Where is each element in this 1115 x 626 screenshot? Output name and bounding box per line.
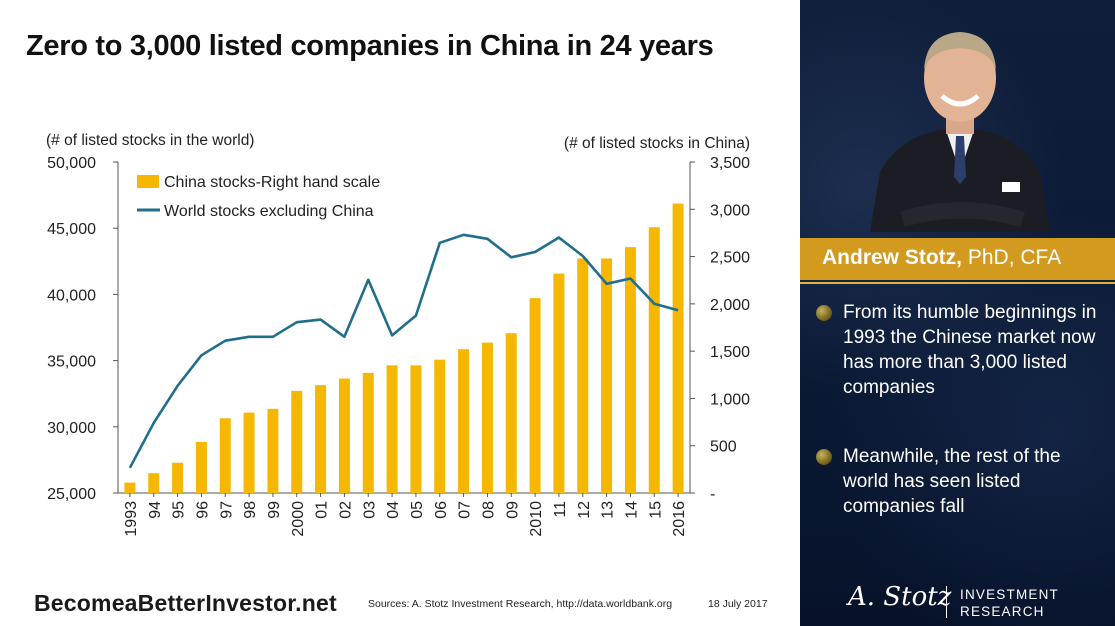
bar bbox=[267, 408, 279, 493]
sources-note: Sources: A. Stotz Investment Research, h… bbox=[368, 598, 673, 610]
right-tick-label: 3,500 bbox=[710, 155, 750, 172]
bullet-dot-icon bbox=[816, 449, 832, 465]
right-tick-label: - bbox=[710, 486, 715, 503]
x-tick-label: 08 bbox=[480, 501, 497, 519]
right-tick-label: 2,500 bbox=[710, 250, 750, 267]
right-axis-label: (# of listed stocks in China) bbox=[564, 135, 750, 152]
x-tick-label: 98 bbox=[242, 501, 259, 519]
x-tick-label: 05 bbox=[409, 501, 426, 519]
x-tick-label: 94 bbox=[147, 501, 164, 519]
logo-divider bbox=[946, 586, 947, 618]
bar bbox=[386, 365, 398, 493]
right-tick-label: 1,500 bbox=[710, 344, 750, 361]
bar bbox=[458, 349, 470, 493]
date-note: 18 July 2017 bbox=[708, 598, 768, 610]
bar bbox=[148, 473, 160, 493]
x-tick-label: 02 bbox=[337, 501, 354, 519]
x-tick-label: 11 bbox=[552, 501, 569, 518]
x-tick-label: 14 bbox=[623, 501, 640, 519]
x-tick-label: 03 bbox=[361, 501, 378, 519]
right-tick-label: 3,000 bbox=[710, 202, 750, 219]
bar bbox=[362, 372, 374, 493]
left-tick-label: 25,000 bbox=[47, 486, 96, 503]
logo-signature: A. Stotz bbox=[848, 582, 952, 612]
legend-bar-swatch bbox=[137, 175, 159, 188]
x-tick-label: 1993 bbox=[123, 501, 140, 537]
x-tick-label: 99 bbox=[266, 501, 283, 519]
x-tick-label: 09 bbox=[504, 501, 521, 519]
bar bbox=[172, 462, 184, 493]
right-tick-label: 500 bbox=[710, 439, 737, 456]
divider bbox=[800, 282, 1115, 284]
x-tick-label: 95 bbox=[171, 501, 188, 519]
legend-bar-label: China stocks-Right hand scale bbox=[164, 174, 380, 191]
bar bbox=[648, 227, 660, 494]
x-tick-label: 04 bbox=[385, 501, 402, 519]
bullet-dot-icon bbox=[816, 305, 832, 321]
logo-text: INVESTMENT RESEARCH bbox=[960, 587, 1060, 619]
bar bbox=[124, 482, 136, 493]
left-tick-label: 35,000 bbox=[47, 354, 96, 371]
bar bbox=[672, 203, 684, 493]
x-tick-label: 97 bbox=[218, 501, 235, 519]
bar bbox=[529, 298, 541, 493]
author-portrait bbox=[870, 32, 1050, 232]
brand-link[interactable]: BecomeaBetterInvestor.net bbox=[34, 590, 337, 616]
bar bbox=[410, 365, 422, 493]
right-tick-label: 2,000 bbox=[710, 297, 750, 314]
bar bbox=[505, 333, 517, 493]
legend-line-label: World stocks excluding China bbox=[164, 203, 374, 220]
bar bbox=[338, 378, 350, 493]
bar bbox=[243, 412, 255, 493]
bar bbox=[219, 418, 231, 493]
page-title: Zero to 3,000 listed companies in China … bbox=[26, 30, 714, 62]
x-tick-label: 12 bbox=[576, 501, 593, 519]
bar bbox=[577, 258, 589, 493]
x-tick-label: 2016 bbox=[671, 501, 688, 537]
left-tick-label: 30,000 bbox=[47, 420, 96, 437]
x-tick-label: 15 bbox=[647, 501, 664, 519]
left-tick-label: 45,000 bbox=[47, 221, 96, 238]
bullet-item: Meanwhile, the rest of the world has see… bbox=[816, 444, 1106, 519]
x-tick-label: 01 bbox=[314, 501, 331, 519]
right-tick-label: 1,000 bbox=[710, 391, 750, 408]
bar bbox=[291, 390, 303, 493]
x-tick-label: 07 bbox=[457, 501, 474, 519]
bar bbox=[481, 342, 493, 493]
bar bbox=[434, 359, 446, 493]
bar bbox=[624, 247, 636, 493]
sidebar-panel bbox=[800, 0, 1115, 626]
x-tick-label: 06 bbox=[433, 501, 450, 519]
world-stocks-line bbox=[128, 233, 679, 469]
name-banner bbox=[800, 238, 1115, 280]
x-tick-label: 13 bbox=[600, 501, 617, 519]
bar bbox=[315, 385, 327, 493]
left-tick-label: 50,000 bbox=[47, 155, 96, 172]
bullet-item: From its humble beginnings in 1993 the C… bbox=[816, 300, 1106, 400]
left-axis-label: (# of listed stocks in the world) bbox=[46, 132, 254, 149]
author-name: Andrew Stotz, PhD, CFA bbox=[822, 246, 1062, 269]
bar bbox=[553, 273, 565, 493]
chart: 25,000 30,000 35,000 40,000 45,000 50,000 - 500… bbox=[46, 132, 750, 537]
bar bbox=[195, 441, 207, 493]
x-tick-label: 96 bbox=[194, 501, 211, 519]
x-tick-label: 2010 bbox=[528, 501, 545, 537]
left-tick-label: 40,000 bbox=[47, 287, 96, 304]
x-tick-label: 2000 bbox=[290, 501, 307, 537]
bar bbox=[601, 258, 613, 493]
